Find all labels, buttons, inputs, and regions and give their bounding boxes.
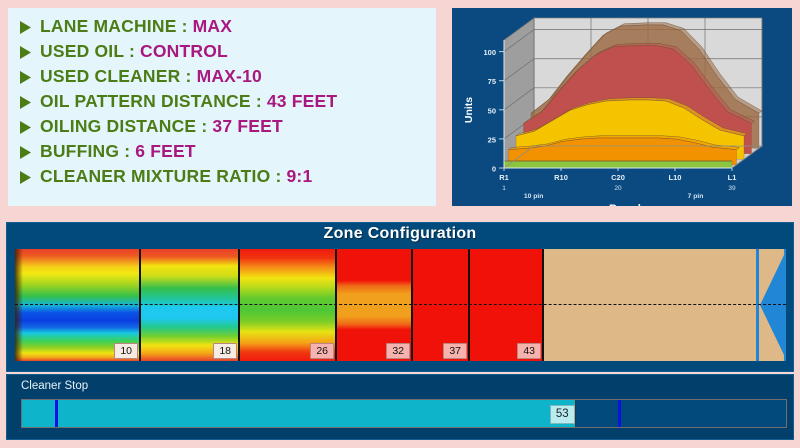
svg-text:39: 39 — [728, 185, 736, 192]
svg-text:C20: C20 — [611, 173, 625, 182]
zone-distance-badge[interactable]: 43 — [517, 343, 541, 359]
svg-text:0: 0 — [492, 165, 496, 174]
zone-edge-shadow — [15, 249, 23, 361]
zone-distance-badge[interactable]: 37 — [443, 343, 467, 359]
info-label: OILING DISTANCE : — [40, 116, 208, 136]
cleaner-stop-value: 53 — [549, 405, 575, 424]
zone-segment[interactable]: 43 — [470, 249, 544, 361]
left-arrow-marker-icon[interactable] — [759, 249, 786, 361]
zone-segment[interactable]: 26 — [240, 249, 337, 361]
info-value: 37 FEET — [212, 116, 283, 136]
play-triangle-icon — [18, 95, 33, 110]
svg-text:Units: Units — [463, 97, 475, 123]
zone-segment[interactable]: 18 — [141, 249, 240, 361]
svg-text:1: 1 — [502, 185, 506, 192]
zone-divider — [139, 249, 141, 361]
zone-divider — [238, 249, 240, 361]
zone-right-edge — [784, 249, 786, 361]
cleaner-stop-start-tick — [54, 400, 58, 427]
cleaner-stop-end-tick — [617, 400, 621, 427]
zone-segment[interactable]: 37 — [413, 249, 470, 361]
cleaner-stop-slider[interactable]: 53 — [21, 399, 787, 428]
zone-distance-badge[interactable]: 26 — [310, 343, 334, 359]
zone-divider — [542, 249, 544, 361]
svg-text:20: 20 — [614, 185, 622, 192]
svg-text:L1: L1 — [728, 173, 737, 182]
zone-tail-divider — [756, 249, 759, 361]
play-triangle-icon — [18, 145, 33, 160]
svg-text:R1: R1 — [499, 173, 509, 182]
info-value: 6 FEET — [135, 141, 196, 161]
svg-text:Boards: Boards — [609, 203, 647, 206]
info-label: USED CLEANER : — [40, 66, 192, 86]
play-triangle-icon — [18, 20, 33, 35]
info-row-used-oil: USED OIL : CONTROL — [18, 39, 436, 64]
zone-distance-badge[interactable]: 32 — [386, 343, 410, 359]
info-label: LANE MACHINE : — [40, 16, 188, 36]
cleaner-stop-panel: Cleaner Stop 53 — [6, 374, 794, 440]
info-row-buffing: BUFFING : 6 FEET — [18, 139, 436, 164]
info-row-used-cleaner: USED CLEANER : MAX-10 — [18, 64, 436, 89]
zone-divider — [468, 249, 470, 361]
lane-info-panel: LANE MACHINE : MAX USED OIL : CONTROL US… — [8, 8, 436, 206]
svg-text:L10: L10 — [669, 173, 682, 182]
cleaner-stop-fill — [22, 400, 576, 427]
svg-text:R10: R10 — [554, 173, 568, 182]
info-value: CONTROL — [140, 41, 228, 61]
zone-divider — [411, 249, 413, 361]
play-triangle-icon — [18, 70, 33, 85]
cleaner-stop-label: Cleaner Stop — [21, 380, 89, 392]
zone-segment[interactable]: 32 — [337, 249, 413, 361]
svg-text:100: 100 — [483, 48, 496, 57]
info-row-oiling-distance: OILING DISTANCE : 37 FEET — [18, 114, 436, 139]
info-label: USED OIL : — [40, 41, 136, 61]
zone-configuration-panel: Zone Configuration 10 18 26 32 37 43 — [6, 222, 794, 372]
zone-divider — [335, 249, 337, 361]
zone-strip[interactable]: 10 18 26 32 37 43 — [15, 249, 786, 361]
info-label: CLEANER MIXTURE RATIO : — [40, 166, 282, 186]
info-row-lane-machine: LANE MACHINE : MAX — [18, 14, 436, 39]
zone-empty-tail[interactable] — [544, 249, 756, 361]
info-label: BUFFING : — [40, 141, 131, 161]
zone-configuration-title: Zone Configuration — [323, 225, 477, 242]
info-value: 43 FEET — [266, 91, 338, 111]
info-row-oil-pattern-distance: OIL PATTERN DISTANCE : 43 FEET — [18, 89, 436, 114]
play-triangle-icon — [18, 45, 33, 60]
oil-pattern-chart: 0 25 50 75 100 R1 1 R10 C20 20 L10 L1 39 10 pin 7 pin B… — [463, 17, 764, 206]
info-value: MAX — [192, 16, 233, 36]
svg-text:50: 50 — [488, 106, 496, 115]
zone-segment[interactable]: 10 — [15, 249, 141, 361]
oil-pattern-3d-chart-panel: 0 25 50 75 100 R1 1 R10 C20 20 L10 L1 39 10 pin 7 pin B… — [452, 8, 792, 206]
info-value: MAX-10 — [196, 66, 262, 86]
zone-centerline — [15, 304, 786, 305]
info-row-cleaner-mixture-ratio: CLEANER MIXTURE RATIO : 9:1 — [18, 164, 436, 189]
zone-distance-badge[interactable]: 18 — [213, 343, 237, 359]
svg-text:7 pin: 7 pin — [688, 193, 704, 200]
info-value: 9:1 — [286, 166, 313, 186]
svg-text:10 pin: 10 pin — [524, 193, 544, 200]
play-triangle-icon — [18, 120, 33, 135]
info-label: OIL PATTERN DISTANCE : — [40, 91, 262, 111]
play-triangle-icon — [18, 170, 33, 185]
svg-text:75: 75 — [488, 77, 496, 86]
svg-text:25: 25 — [488, 135, 496, 144]
zone-distance-badge[interactable]: 10 — [114, 343, 138, 359]
